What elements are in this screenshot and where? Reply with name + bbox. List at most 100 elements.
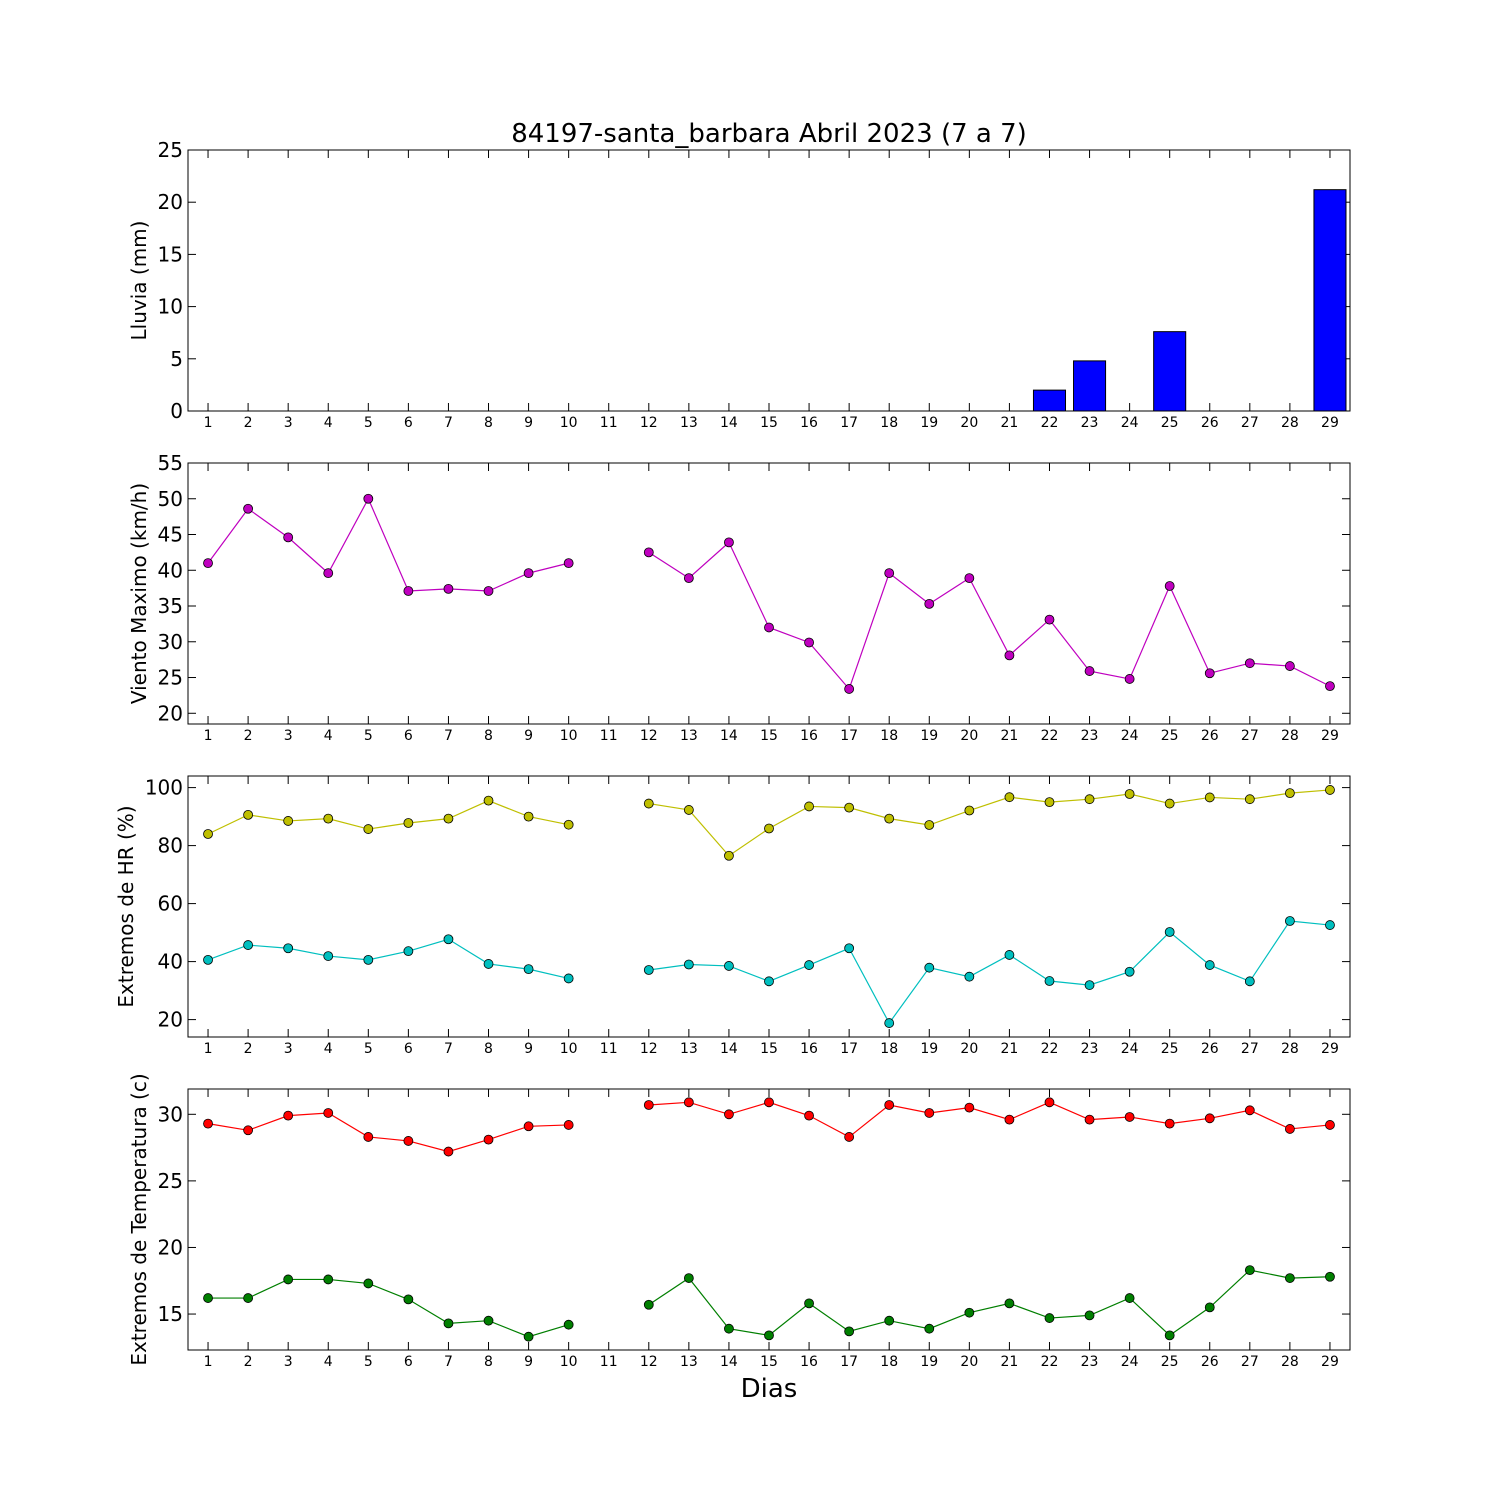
series-2-point-day-23 xyxy=(1084,1310,1095,1321)
series-1-point-day-1 xyxy=(203,829,213,839)
series-1-point-day-19 xyxy=(924,598,935,609)
series-1-point-day-29 xyxy=(1325,1120,1335,1130)
x-tick-label: 15 xyxy=(760,1041,778,1057)
x-tick-label: 4 xyxy=(324,415,333,431)
series-1-point-day-8 xyxy=(483,795,494,806)
x-tick-label: 1 xyxy=(204,728,213,744)
x-tick-label: 13 xyxy=(680,1041,698,1057)
bar-day-29 xyxy=(1313,189,1347,412)
x-tick-label: 23 xyxy=(1081,1041,1099,1057)
x-tick-label: 28 xyxy=(1281,1041,1299,1057)
series-1-point-day-8 xyxy=(483,586,494,596)
x-axis-label: Dias xyxy=(741,1374,798,1404)
x-tick-label: 6 xyxy=(404,1041,413,1057)
series-1-point-day-23 xyxy=(1084,1114,1095,1125)
y-tick-label: 30 xyxy=(158,1102,183,1126)
series-1-point-day-27 xyxy=(1244,794,1255,805)
series-1-point-day-17 xyxy=(844,684,855,694)
series-1-point-day-10 xyxy=(563,1120,574,1130)
series-2-point-day-12 xyxy=(643,965,654,975)
x-tick-label: 12 xyxy=(640,1354,658,1370)
x-tick-label: 4 xyxy=(324,1354,333,1370)
x-tick-label: 4 xyxy=(324,728,333,744)
x-tick-label: 27 xyxy=(1241,1354,1259,1370)
series-2-point-day-20 xyxy=(964,971,975,982)
series-2-point-day-29 xyxy=(1325,920,1335,930)
series-1-point-day-12 xyxy=(643,1100,654,1110)
x-tick-label: 29 xyxy=(1321,415,1339,431)
series-2-point-day-6 xyxy=(403,946,414,957)
series-1-point-day-13 xyxy=(683,805,694,815)
series-2-point-day-3 xyxy=(283,943,294,954)
series-1-point-day-22 xyxy=(1044,797,1055,807)
series-2-point-day-25 xyxy=(1164,927,1175,937)
series-1-point-day-22 xyxy=(1044,1097,1055,1108)
series-2-point-day-27 xyxy=(1244,1265,1255,1276)
series-2-point-day-9 xyxy=(523,1331,534,1342)
series-1-point-day-4 xyxy=(323,568,334,579)
y-tick-label: 10 xyxy=(158,295,183,319)
x-tick-label: 22 xyxy=(1041,1354,1059,1370)
y-axis-label: Viento Maximo (km/h) xyxy=(127,483,151,704)
series-2-point-day-18 xyxy=(884,1315,895,1326)
series-1-point-day-14 xyxy=(724,537,734,548)
x-tick-label: 29 xyxy=(1321,1354,1339,1370)
x-tick-label: 11 xyxy=(600,728,618,744)
x-tick-label: 8 xyxy=(484,1041,493,1057)
series-1-point-day-24 xyxy=(1124,1112,1135,1122)
series-1-point-day-18 xyxy=(884,568,895,579)
x-tick-label: 2 xyxy=(244,1041,253,1057)
x-tick-label: 9 xyxy=(524,728,533,744)
x-tick-label: 21 xyxy=(1000,728,1018,744)
series-1-point-day-25 xyxy=(1164,1118,1175,1129)
x-tick-label: 6 xyxy=(404,415,413,431)
series-2-point-day-25 xyxy=(1164,1330,1175,1341)
x-tick-label: 16 xyxy=(800,1041,818,1057)
x-tick-label: 2 xyxy=(244,1354,253,1370)
x-tick-label: 24 xyxy=(1121,728,1139,744)
series-2-point-day-16 xyxy=(804,1298,814,1309)
x-tick-label: 2 xyxy=(244,415,253,431)
x-tick-label: 25 xyxy=(1161,728,1179,744)
x-tick-label: 5 xyxy=(364,1354,373,1370)
x-tick-label: 5 xyxy=(364,415,373,431)
y-tick-label: 100 xyxy=(145,776,183,800)
series-2-point-day-23 xyxy=(1084,980,1095,990)
x-tick-label: 16 xyxy=(800,415,818,431)
x-tick-label: 10 xyxy=(560,1041,578,1057)
series-1-point-day-13 xyxy=(683,573,694,584)
x-tick-label: 15 xyxy=(760,415,778,431)
series-2-point-day-19 xyxy=(924,1323,935,1334)
series-2-point-day-27 xyxy=(1244,976,1255,987)
series-2-point-day-4 xyxy=(323,951,334,961)
x-tick-label: 23 xyxy=(1081,728,1099,744)
series-1-point-day-15 xyxy=(764,823,774,834)
x-tick-label: 10 xyxy=(560,1354,578,1370)
series-1-point-day-15 xyxy=(764,622,774,633)
series-2-line xyxy=(648,920,1331,1025)
series-1-point-day-24 xyxy=(1124,674,1135,684)
x-tick-label: 25 xyxy=(1161,1041,1179,1057)
x-tick-label: 17 xyxy=(840,415,858,431)
series-1-point-day-3 xyxy=(283,532,294,543)
y-tick-label: 45 xyxy=(158,523,183,547)
series-1-line xyxy=(648,541,1331,691)
series-2-line xyxy=(648,1269,1330,1337)
x-tick-label: 28 xyxy=(1281,728,1299,744)
x-tick-label: 17 xyxy=(840,728,858,744)
series-1-point-day-12 xyxy=(643,798,654,809)
x-tick-label: 18 xyxy=(880,415,898,431)
y-tick-label: 55 xyxy=(158,451,183,475)
x-tick-label: 25 xyxy=(1161,415,1179,431)
series-1-point-day-21 xyxy=(1004,1114,1015,1125)
x-tick-label: 23 xyxy=(1081,415,1099,431)
series-2-point-day-1 xyxy=(203,1293,213,1303)
series-1-point-day-18 xyxy=(884,1100,895,1110)
x-tick-label: 14 xyxy=(720,415,738,431)
x-tick-label: 14 xyxy=(720,1354,738,1370)
y-tick-label: 25 xyxy=(158,138,183,162)
series-2-point-day-18 xyxy=(884,1018,895,1028)
x-tick-label: 8 xyxy=(484,1354,493,1370)
